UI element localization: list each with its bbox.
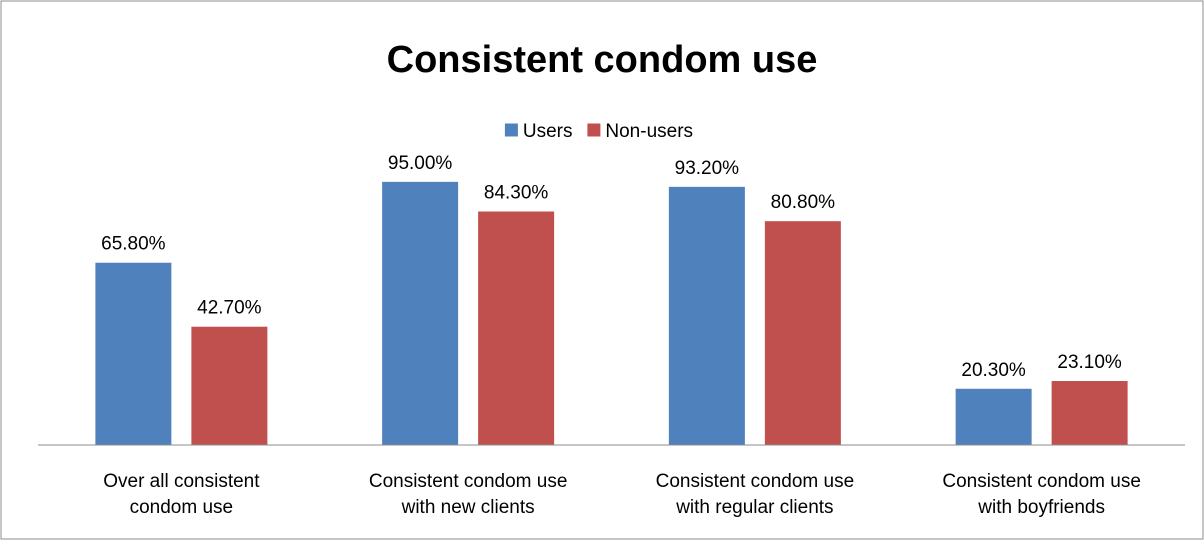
bar-users-2 <box>382 181 459 445</box>
bar-users-1 <box>95 262 172 445</box>
legend-label-users: Users <box>523 121 573 142</box>
data-label-non-users-4: 23.10% <box>1057 352 1122 373</box>
bar-users-3 <box>668 186 745 445</box>
data-label-users-4: 20.30% <box>961 360 1026 381</box>
data-label-non-users-3: 80.80% <box>771 192 836 213</box>
data-label-non-users-1: 42.70% <box>197 298 262 319</box>
data-label-users-2: 95.00% <box>388 153 453 174</box>
bar-non-users-1 <box>191 326 268 445</box>
x-axis-labels: Over all consistent condom use Consistent … <box>103 471 1141 518</box>
legend-swatch-non-users <box>587 123 601 137</box>
data-label-users-1: 65.80% <box>101 234 166 255</box>
x-tick-label-3: Consistent condom use with regular client… <box>656 471 855 518</box>
bar-non-users-3 <box>764 221 841 445</box>
legend: Users Non-users <box>504 121 693 142</box>
x-tick-label-2: Consistent condom use with new clients <box>369 471 568 518</box>
data-label-non-users-2: 84.30% <box>484 182 549 203</box>
x-tick-label-4: Consistent condom use with boyfriends <box>942 471 1141 518</box>
legend-swatch-users <box>504 123 518 137</box>
legend-label-non-users: Non-users <box>605 121 693 142</box>
data-label-users-3: 93.20% <box>675 158 740 179</box>
chart-title: Consistent condom use <box>387 39 818 81</box>
bar-non-users-2 <box>478 211 555 445</box>
bar-non-users-4 <box>1051 381 1128 445</box>
plot-area: 65.80% 42.70% 95.00% 84.30% 93.20% 80.80% 20.3… <box>95 153 1128 445</box>
bar-users-4 <box>955 388 1032 445</box>
x-tick-label-1: Over all consistent condom use <box>103 471 260 518</box>
